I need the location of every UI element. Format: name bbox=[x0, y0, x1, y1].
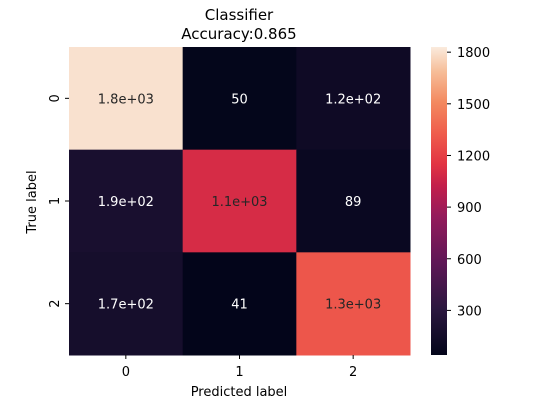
cell-value-label: 1.8e+03 bbox=[98, 92, 154, 107]
colorbar-ticks: 300 600 900 1200 1500 1800 bbox=[447, 46, 490, 319]
colorbar-tick-label: 1500 bbox=[457, 98, 490, 113]
x-axis-label: Predicted label bbox=[191, 385, 288, 400]
heatmap-cells bbox=[69, 47, 411, 356]
y-axis-ticks: 0 1 2 bbox=[48, 94, 69, 308]
y-tick-label: 0 bbox=[48, 94, 63, 102]
heatmap-cell bbox=[182, 149, 297, 253]
chart-subtitle: Accuracy:0.865 bbox=[181, 25, 296, 43]
cell-value-label: 89 bbox=[345, 195, 362, 210]
heatmap-cell bbox=[296, 252, 411, 356]
x-tick-label: 2 bbox=[349, 365, 357, 380]
cell-value-label: 1.3e+03 bbox=[325, 298, 381, 313]
colorbar-tick-label: 1800 bbox=[457, 46, 490, 61]
cell-value-label: 50 bbox=[231, 92, 248, 107]
x-tick-label: 1 bbox=[235, 365, 243, 380]
heatmap-cell bbox=[69, 252, 184, 356]
colorbar-tick-label: 600 bbox=[457, 253, 482, 268]
colorbar bbox=[431, 47, 447, 355]
heatmap-cell bbox=[69, 47, 184, 151]
x-axis-ticks: 0 1 2 bbox=[122, 355, 357, 380]
cell-value-label: 1.9e+02 bbox=[98, 195, 154, 210]
y-tick-label: 1 bbox=[48, 197, 63, 205]
heatmap-cell bbox=[182, 47, 297, 151]
heatmap-cell-labels: 1.8e+03 50 1.2e+02 1.9e+02 1.1e+03 89 1.7e+02 4… bbox=[98, 92, 381, 312]
heatmap-cell bbox=[182, 252, 297, 356]
heatmap-cell bbox=[296, 149, 411, 253]
colorbar-tick-label: 1200 bbox=[457, 149, 490, 164]
chart-title: Classifier bbox=[205, 6, 274, 24]
y-axis-label: True label bbox=[25, 170, 40, 234]
colorbar-tick-label: 900 bbox=[457, 201, 482, 216]
cell-value-label: 1.2e+02 bbox=[325, 92, 381, 107]
y-tick-label: 2 bbox=[48, 300, 63, 308]
cell-value-label: 41 bbox=[231, 298, 248, 313]
x-tick-label: 0 bbox=[122, 365, 130, 380]
heatmap-cell bbox=[69, 149, 184, 253]
colorbar-tick-label: 300 bbox=[457, 304, 482, 319]
cell-value-label: 1.7e+02 bbox=[98, 298, 154, 313]
heatmap-cell bbox=[296, 47, 411, 151]
cell-value-label: 1.1e+03 bbox=[211, 195, 267, 210]
